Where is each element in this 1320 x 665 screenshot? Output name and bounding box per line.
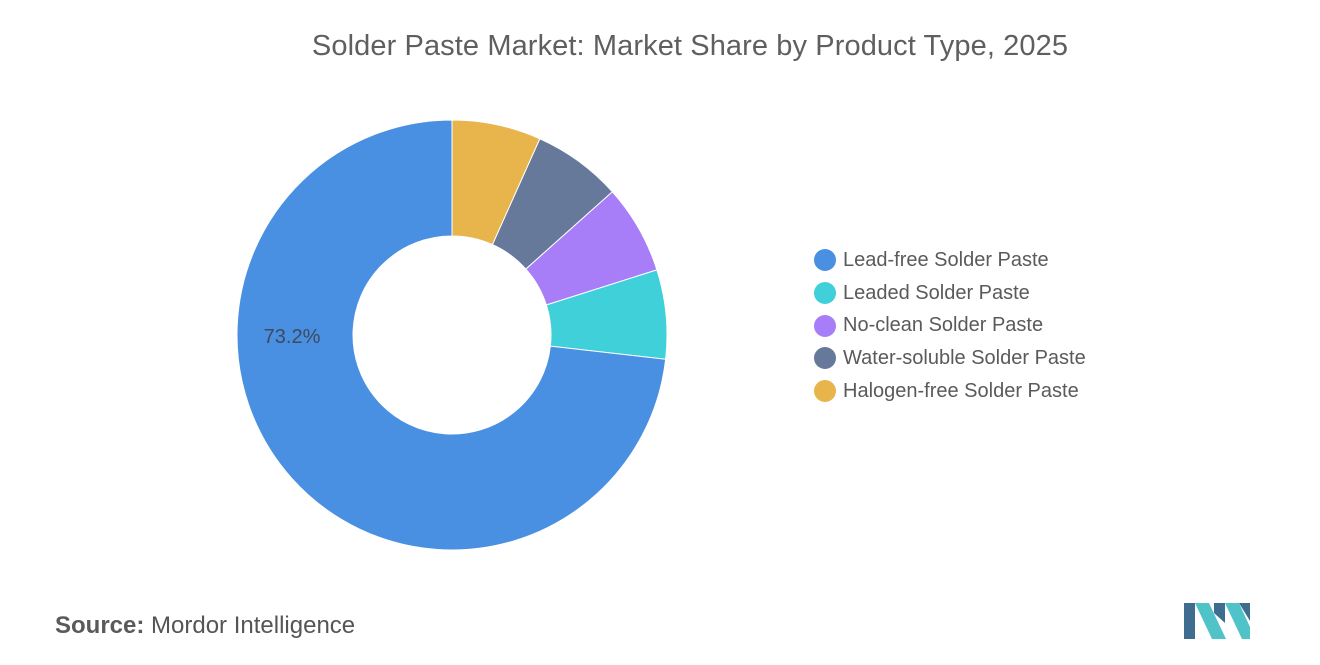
chart-legend: Lead-free Solder Paste Leaded Solder Pas… — [814, 244, 1086, 407]
legend-label: Water-soluble Solder Paste — [843, 346, 1086, 369]
logo-shape — [1239, 603, 1250, 621]
mordor-intelligence-logo-icon — [1184, 603, 1250, 639]
legend-item-no-clean: No-clean Solder Paste — [814, 309, 1086, 342]
legend-swatch — [814, 380, 836, 403]
legend-item-leaded: Leaded Solder Paste — [814, 277, 1086, 310]
legend-swatch — [814, 249, 836, 272]
logo-shape — [1195, 603, 1226, 639]
legend-item-lead-free: Lead-free Solder Paste — [814, 244, 1086, 277]
legend-item-halogen-free: Halogen-free Solder Paste — [814, 375, 1086, 408]
legend-label: Halogen-free Solder Paste — [843, 379, 1079, 402]
chart-title: Solder Paste Market: Market Share by Pro… — [311, 30, 1069, 62]
legend-label: Lead-free Solder Paste — [843, 248, 1049, 271]
legend-label: Leaded Solder Paste — [843, 281, 1030, 304]
legend-label: No-clean Solder Paste — [843, 314, 1044, 337]
data-label-lead-free: 73.2% — [264, 326, 321, 348]
source-text: Mordor Intelligence — [151, 612, 356, 639]
source-line: Source: Mordor Intelligence — [55, 612, 355, 640]
legend-item-water-soluble: Water-soluble Solder Paste — [814, 342, 1086, 375]
legend-swatch — [814, 347, 836, 370]
logo-shape — [1225, 603, 1250, 639]
logo-shape — [1214, 603, 1225, 623]
legend-swatch — [814, 314, 836, 337]
source-label: Source: — [55, 612, 145, 639]
logo-shape — [1184, 603, 1195, 639]
donut-slice-lead-free — [236, 119, 667, 551]
legend-swatch — [814, 282, 836, 305]
